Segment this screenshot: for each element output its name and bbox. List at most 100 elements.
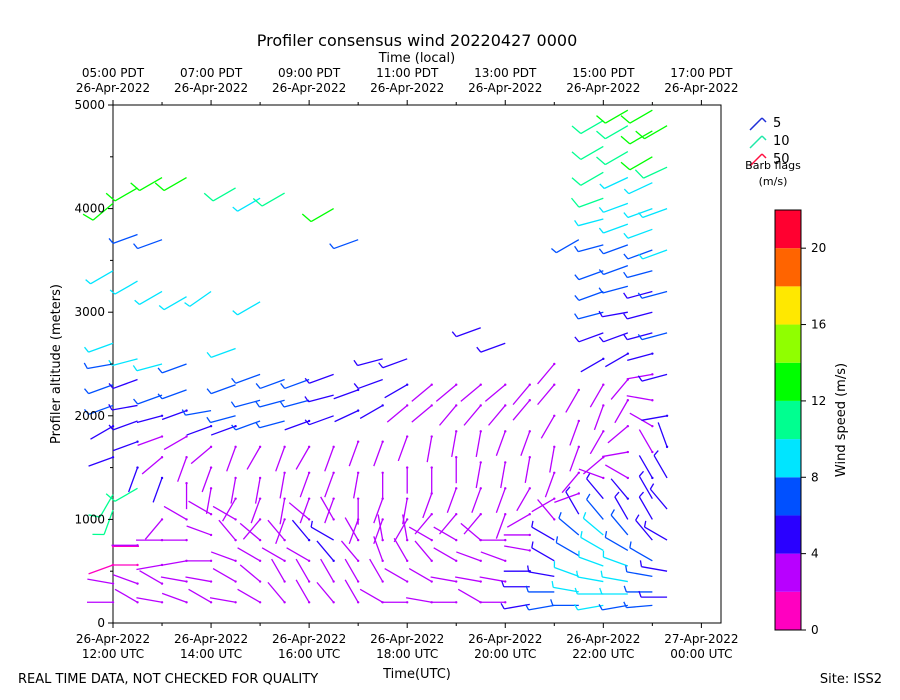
- wind-barb: [589, 430, 605, 455]
- wind-barb: [623, 228, 653, 239]
- wind-barb: [242, 518, 262, 540]
- wind-barb: [455, 456, 458, 484]
- wind-barb: [206, 347, 236, 358]
- wind-barb: [239, 564, 262, 583]
- wind-barb: [408, 526, 433, 542]
- wind-barb: [246, 445, 262, 470]
- wind-barb: [551, 239, 580, 254]
- x-tick-date: 26-Apr-2022: [370, 632, 444, 646]
- wind-barb: [512, 383, 531, 406]
- wind-barb: [105, 487, 138, 502]
- wind-barb: [451, 327, 481, 338]
- wind-barb: [598, 223, 629, 234]
- x-tick-time: 16:00 UTC: [278, 647, 340, 661]
- wind-barb: [626, 395, 654, 402]
- wind-barb: [185, 481, 188, 510]
- x-tick-time: 00:00 UTC: [670, 647, 732, 661]
- wind-barb: [598, 603, 628, 611]
- x-axis-label: Time(UTC): [382, 667, 451, 682]
- wind-barb: [506, 513, 531, 528]
- wind-barb: [163, 505, 188, 521]
- wind-barb: [359, 404, 384, 420]
- wind-barb: [580, 357, 605, 373]
- wind-barb: [598, 285, 629, 294]
- wind-barb: [629, 412, 654, 428]
- x-top-tick-time: 09:00 PDT: [278, 66, 341, 80]
- wind-barb: [479, 601, 507, 604]
- legend-barb-feather: [761, 135, 767, 141]
- wind-barb: [586, 493, 604, 520]
- wind-barb: [549, 445, 556, 473]
- wind-barb: [324, 445, 335, 472]
- x-tick-date: 26-Apr-2022: [76, 632, 150, 646]
- wind-barb: [393, 537, 409, 563]
- wind-barb: [451, 430, 458, 458]
- wind-barb: [114, 588, 139, 604]
- wind-barb: [190, 445, 213, 465]
- wind-barb: [625, 565, 653, 578]
- wind-barb: [329, 239, 359, 250]
- x-tick-time: 20:00 UTC: [474, 647, 536, 661]
- wind-barb: [408, 567, 433, 583]
- wind-barb: [500, 602, 530, 610]
- wind-barb: [524, 603, 555, 611]
- wind-barb: [304, 394, 334, 403]
- x-tick-time: 18:00 UTC: [376, 647, 438, 661]
- wind-barb: [82, 202, 114, 221]
- wind-barb: [623, 585, 653, 593]
- legend-barb-label: 50: [773, 152, 790, 167]
- wind-barb: [602, 550, 629, 567]
- wind-barb: [537, 499, 556, 521]
- wind-barb: [301, 208, 334, 223]
- wind-barb: [108, 378, 138, 390]
- wind-barb: [460, 383, 482, 402]
- wind-barb: [463, 513, 482, 535]
- colorbar-tick-label: 4: [811, 547, 819, 561]
- wind-barb: [161, 409, 188, 421]
- x-top-tick-date: 26-Apr-2022: [664, 81, 738, 95]
- wind-barb: [267, 581, 286, 604]
- barb-legend-title: Barb flags: [745, 159, 801, 172]
- x-top-tick-time: 13:00 PDT: [474, 66, 537, 80]
- wind-barb: [512, 399, 531, 421]
- legend-barb-shaft: [749, 153, 763, 167]
- wind-barb: [397, 435, 409, 462]
- wind-barb: [623, 182, 653, 195]
- wind-barb: [163, 435, 188, 451]
- wind-barb: [638, 455, 654, 480]
- wind-barb: [280, 378, 310, 390]
- wind-barb: [596, 125, 629, 140]
- wind-barb: [333, 388, 360, 400]
- wind-barb: [340, 540, 360, 563]
- colorbar-bin: [775, 591, 801, 630]
- wind-barb: [596, 109, 629, 124]
- wind-barb: [369, 558, 384, 583]
- wind-barb: [158, 296, 187, 311]
- wind-barb: [455, 576, 482, 583]
- wind-barb: [598, 202, 629, 213]
- wind-barb: [255, 399, 285, 408]
- wind-barb: [132, 363, 163, 372]
- wind-barb: [531, 541, 555, 562]
- wind-barb: [629, 541, 653, 562]
- wind-barb: [405, 597, 433, 604]
- colorbar-bin: [775, 362, 801, 401]
- wind-barb: [378, 358, 408, 369]
- wind-barb: [205, 487, 213, 515]
- wind-barb: [320, 558, 335, 583]
- wind-barb: [152, 476, 164, 503]
- wind-barb: [405, 466, 409, 494]
- wind-barb: [623, 601, 653, 609]
- wind-barb: [554, 492, 581, 504]
- wind-barb: [160, 538, 188, 542]
- wind-barb: [582, 456, 605, 475]
- colorbar-label: Wind speed (m/s): [834, 363, 849, 477]
- y-axis-label: Profiler altitude (meters): [49, 284, 64, 444]
- wind-barb: [359, 588, 384, 604]
- wind-barb: [279, 497, 286, 525]
- wind-barb: [623, 207, 653, 219]
- colorbar-bin: [775, 439, 801, 478]
- wind-barb: [252, 192, 285, 207]
- wind-barb: [130, 176, 163, 192]
- wind-barb: [384, 567, 409, 583]
